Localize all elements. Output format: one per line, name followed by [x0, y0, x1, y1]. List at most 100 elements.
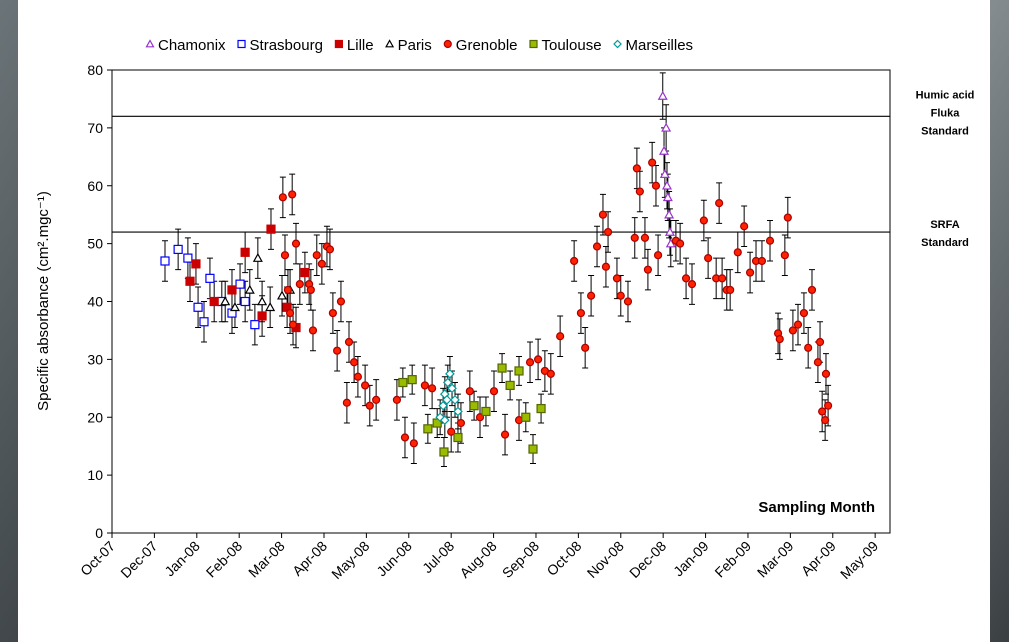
- y-tick-label: 10: [87, 467, 103, 483]
- marker: [438, 400, 448, 411]
- marker: [400, 433, 410, 442]
- marker: [576, 308, 586, 318]
- marker: [291, 239, 301, 248]
- marker: [445, 368, 455, 379]
- marker: [333, 346, 342, 355]
- legend-marker: [443, 39, 452, 49]
- marker: [257, 311, 267, 321]
- marker: [603, 227, 613, 237]
- marker: [428, 384, 437, 393]
- marker: [601, 262, 611, 271]
- marker: [807, 285, 817, 295]
- marker: [398, 377, 408, 388]
- marker: [349, 358, 359, 367]
- legend-marker: [529, 39, 538, 49]
- marker: [740, 222, 749, 231]
- marker: [423, 424, 433, 434]
- legend-label: Lille: [347, 37, 374, 54]
- marker: [664, 209, 675, 219]
- legend-marker: [334, 39, 344, 49]
- marker: [765, 236, 775, 245]
- marker: [804, 343, 813, 352]
- marker: [160, 256, 170, 266]
- marker: [229, 302, 240, 312]
- marker: [653, 251, 663, 260]
- marker: [205, 273, 215, 283]
- marker: [489, 387, 499, 396]
- chart-background: [18, 0, 990, 642]
- marker: [815, 337, 825, 347]
- marker: [392, 395, 402, 404]
- marker: [726, 285, 735, 295]
- legend-marker: [613, 39, 622, 49]
- reference-label: Fluka: [931, 107, 961, 119]
- marker: [598, 210, 608, 219]
- marker: [409, 439, 418, 448]
- marker: [556, 332, 565, 341]
- marker: [344, 337, 354, 347]
- marker: [823, 401, 833, 410]
- marker: [481, 406, 491, 417]
- marker: [342, 398, 351, 407]
- marker: [465, 387, 474, 396]
- reference-label: Standard: [921, 125, 969, 137]
- legend-label: Strasbourg: [250, 37, 323, 54]
- marker: [308, 326, 318, 335]
- marker: [220, 296, 231, 306]
- y-tick-label: 70: [87, 120, 103, 136]
- marker: [280, 251, 290, 260]
- marker: [252, 252, 263, 262]
- y-tick-label: 30: [87, 351, 103, 367]
- marker: [659, 168, 670, 178]
- marker: [250, 320, 260, 330]
- marker: [183, 253, 193, 263]
- marker: [818, 407, 827, 416]
- y-tick-label: 40: [87, 294, 103, 310]
- marker: [240, 296, 250, 307]
- marker: [788, 326, 798, 335]
- y-tick-label: 60: [87, 178, 103, 194]
- marker: [630, 233, 639, 242]
- marker: [450, 395, 460, 405]
- marker: [244, 284, 255, 294]
- marker: [581, 343, 590, 352]
- marker: [681, 274, 691, 283]
- marker: [500, 430, 510, 439]
- y-axis-label: Specific absorbance (cm².mgc⁻¹): [35, 191, 52, 411]
- y-tick-label: 80: [87, 62, 103, 78]
- marker: [266, 224, 276, 234]
- marker: [469, 401, 479, 411]
- marker: [733, 248, 742, 257]
- marker: [372, 395, 381, 404]
- marker: [276, 290, 288, 300]
- marker: [235, 279, 245, 289]
- marker: [623, 297, 633, 306]
- marker: [514, 366, 524, 376]
- marker: [185, 276, 195, 286]
- marker: [453, 406, 463, 417]
- y-tick-label: 50: [87, 236, 103, 252]
- marker: [300, 267, 310, 278]
- marker: [570, 256, 579, 266]
- marker: [775, 335, 784, 344]
- marker: [361, 381, 370, 390]
- marker: [240, 247, 250, 257]
- marker: [227, 285, 237, 295]
- marker: [718, 274, 727, 283]
- marker: [715, 199, 724, 208]
- marker: [533, 355, 543, 364]
- marker: [420, 381, 429, 390]
- marker: [536, 403, 546, 414]
- marker: [664, 226, 675, 236]
- reference-label: Humic acid: [916, 89, 975, 101]
- marker: [616, 291, 625, 300]
- marker: [546, 369, 555, 378]
- marker: [592, 242, 602, 251]
- marker: [497, 363, 507, 373]
- legend-label: Paris: [398, 37, 432, 54]
- legend-marker: [385, 39, 395, 48]
- marker: [328, 308, 337, 318]
- legend-label: Marseilles: [626, 37, 694, 54]
